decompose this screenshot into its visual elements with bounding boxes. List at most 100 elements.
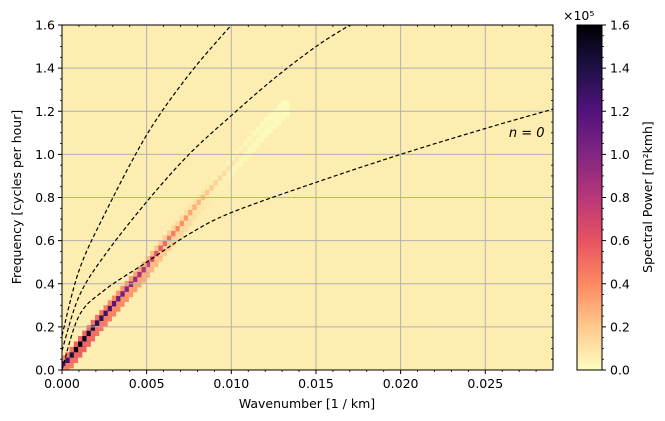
colorbar-ticks: 0.0 0.2 0.4 0.6 0.8 1.0 1.2 1.4 1.6 (602, 18, 630, 378)
dispersion-curve-0 (62, 108, 553, 370)
heatmap-cell-51 (133, 282, 142, 288)
heatmap-cell-6 (69, 357, 79, 363)
y-tick-label-5: 1.0 (35, 147, 55, 162)
heatmap-cell-114 (221, 175, 231, 182)
x-axis-ticks: 0.000 0.005 0.010 0.015 0.020 0.025 (44, 25, 537, 391)
heatmap-cell-63 (150, 261, 159, 268)
heatmap-cell-99 (200, 200, 210, 206)
heatmap-cell-87 (183, 220, 193, 227)
x-tick-label-2: 0.010 (213, 376, 249, 391)
x-tick-label-0: 0.000 (44, 376, 80, 391)
heatmap-cell-108 (213, 185, 222, 191)
heatmap-cell-105 (209, 190, 218, 196)
heatmap-cell-66 (154, 256, 163, 262)
heatmap-cell-84 (179, 226, 189, 232)
heatmap-cell-57 (141, 272, 151, 278)
heatmap-cell-18 (86, 336, 96, 342)
heatmap-cell-50 (128, 276, 138, 282)
x-tick-label-1: 0.005 (129, 376, 165, 391)
colorbar-multiplier: ×10⁵ (563, 8, 594, 23)
heatmap-cell-37 (111, 300, 121, 307)
x-tick-label-5: 0.025 (467, 376, 503, 391)
heatmap-ridge (62, 100, 290, 370)
heatmap-cell-36 (111, 306, 121, 312)
heatmap-cell-93 (192, 209, 201, 216)
heatmap-cell-3 (65, 362, 74, 369)
colorbar (576, 24, 603, 371)
colorbar-tick-label-8: 1.6 (610, 18, 630, 33)
heatmap-cell-144 (264, 127, 273, 134)
y-tick-label-0: 0.0 (35, 363, 55, 378)
colorbar-tick-label-4: 0.8 (610, 190, 630, 205)
heatmap-cell-147 (268, 123, 278, 130)
x-tick-label-3: 0.015 (298, 376, 334, 391)
heatmap-cell-150 (272, 119, 282, 125)
heatmap-cell-48 (128, 286, 138, 293)
y-tick-label-1: 0.2 (35, 319, 55, 334)
dispersion-curve-2 (62, 25, 232, 336)
heatmap-cell-21 (90, 330, 100, 337)
annotations: n = 0 (509, 126, 545, 141)
heatmap-cell-33 (107, 311, 117, 317)
heatmap-cell-111 (217, 180, 227, 187)
heatmap-cell-96 (196, 204, 206, 211)
heatmap-cell-72 (162, 245, 172, 252)
colorbar-tick-label-2: 0.4 (610, 276, 630, 291)
colorbar-tick-label-1: 0.2 (610, 319, 630, 334)
heatmap-cell-30 (103, 315, 112, 322)
heatmap-cell-135 (251, 141, 261, 148)
heatmap-cell-42 (120, 296, 129, 302)
heatmap-cell-81 (175, 231, 184, 237)
y-tick-label-8: 1.6 (35, 18, 55, 33)
heatmap-cell-45 (124, 291, 134, 298)
y-tick-label-7: 1.4 (35, 61, 55, 76)
heatmap-cell-117 (226, 170, 235, 177)
y-tick-label-2: 0.4 (35, 276, 55, 291)
heatmap-cell-69 (158, 250, 167, 257)
heatmap-cell-78 (171, 236, 180, 242)
heatmap-cell-54 (137, 277, 146, 283)
heatmap-cell-123 (234, 161, 244, 167)
heatmap-cell-15 (82, 341, 91, 347)
heatmap-cell-138 (255, 137, 265, 143)
heatmap-cell-90 (188, 215, 197, 221)
heatmap-cell-60 (145, 267, 155, 273)
heatmap-cell-132 (247, 146, 256, 153)
colorbar-tick-label-5: 1.0 (610, 147, 630, 162)
y-tick-label-4: 0.8 (35, 190, 55, 205)
colorbar-tick-label-3: 0.6 (610, 233, 630, 248)
heatmap-cell-158 (281, 100, 290, 106)
heatmap-cell-27 (99, 320, 108, 327)
colorbar-tick-label-6: 1.2 (610, 104, 630, 119)
annotation-0: n = 0 (509, 126, 545, 141)
grid (62, 25, 553, 370)
y-tick-label-6: 1.2 (35, 104, 55, 119)
heatmap-cell-141 (260, 132, 269, 138)
heatmap-cell-91 (188, 209, 197, 216)
x-tick-label-4: 0.020 (383, 376, 419, 391)
dispersion-curve-1 (62, 25, 351, 351)
heatmap-cell-12 (78, 346, 87, 353)
heatmap-cell-126 (238, 156, 248, 162)
heatmap-cell-9 (73, 352, 83, 358)
y-axis-ticks: 0.0 0.2 0.4 0.6 0.8 1.0 1.2 1.4 1.6 (35, 18, 553, 378)
dispersion-curves (62, 25, 553, 370)
heatmap-cell-24 (95, 325, 104, 332)
heatmap-cell-17 (82, 330, 91, 337)
heatmap-cell-75 (166, 241, 176, 247)
colorbar-tick-label-7: 1.4 (610, 61, 630, 76)
colorbar-title: Spectral Power [m²kmh] (640, 121, 655, 273)
heatmap-cell-39 (116, 301, 125, 307)
heatmap-cell-38 (111, 295, 121, 301)
heatmap-cell-156 (281, 111, 290, 117)
x-axis-title: Wavenumber [1 / km] (239, 396, 375, 411)
y-axis-title: Frequency [cycles per hour] (9, 110, 24, 284)
heatmap-cell-157 (281, 105, 290, 112)
heatmap-cell-153 (277, 115, 286, 121)
heatmap-cell-92 (188, 204, 197, 210)
heatmap-cell-16 (82, 336, 91, 342)
y-tick-label-3: 0.6 (35, 233, 55, 248)
colorbar-tick-label-0: 0.0 (610, 363, 630, 378)
heatmap-cell-120 (230, 166, 239, 172)
